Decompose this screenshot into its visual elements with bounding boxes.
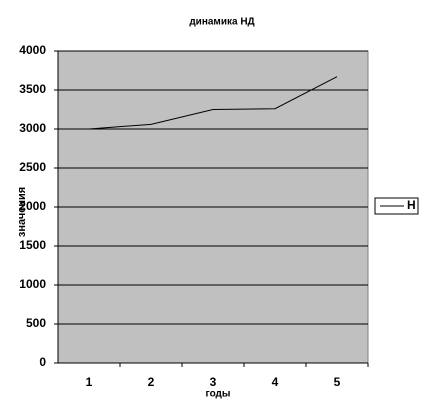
y-axis-label: значения bbox=[16, 187, 28, 237]
y-tick-label: 500 bbox=[26, 316, 46, 330]
legend-label: Н bbox=[407, 198, 416, 212]
x-tick-label: 5 bbox=[334, 375, 341, 389]
x-tick-label: 1 bbox=[86, 375, 93, 389]
y-tick-label: 3500 bbox=[19, 82, 46, 96]
y-tick-label: 0 bbox=[39, 355, 46, 369]
x-tick-label: 4 bbox=[272, 375, 279, 389]
y-tick-label: 1000 bbox=[19, 277, 46, 291]
y-tick-label: 3000 bbox=[19, 121, 46, 135]
x-tick-label: 3 bbox=[210, 375, 217, 389]
line bbox=[88, 76, 338, 130]
y-tick-label: 2500 bbox=[19, 160, 46, 174]
y-tick-label: 2000 bbox=[19, 199, 46, 213]
x-axis-label: годы bbox=[206, 389, 231, 400]
y-tick-label: 1500 bbox=[19, 238, 46, 252]
chart-title: динамика НД bbox=[189, 17, 254, 28]
y-tick-label: 4000 bbox=[19, 43, 46, 57]
x-tick-label: 2 bbox=[148, 375, 155, 389]
